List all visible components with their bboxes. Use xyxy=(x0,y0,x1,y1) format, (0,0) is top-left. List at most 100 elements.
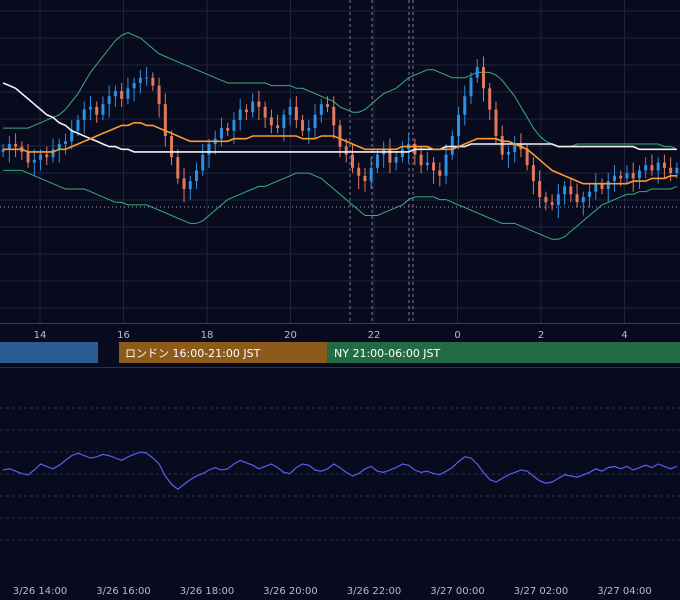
candle-body xyxy=(88,106,92,110)
top-tick-label: 4 xyxy=(621,330,627,341)
candle-body xyxy=(481,67,485,89)
candle-body xyxy=(39,154,43,160)
candle-body xyxy=(319,104,323,115)
candle-body xyxy=(32,159,36,163)
candlesticks xyxy=(1,56,679,219)
indicator-line xyxy=(2,451,678,490)
candle-body xyxy=(432,162,436,171)
candle-body xyxy=(138,77,142,83)
bottom-time-axis: 3/26 14:00 3/26 16:00 3/26 18:00 3/26 20:00… xyxy=(13,586,652,597)
session-tokyo xyxy=(0,342,98,363)
candle-body xyxy=(444,154,448,176)
indicator-grid xyxy=(0,407,680,541)
bottom-tick-label: 3/26 14:00 xyxy=(13,586,67,597)
top-time-axis: 14 16 18 20 22 0 2 4 xyxy=(34,330,628,341)
bottom-tick-label: 3/27 00:00 xyxy=(430,586,484,597)
candle-body xyxy=(263,106,267,118)
candle-body xyxy=(400,149,404,158)
top-tick-label: 22 xyxy=(368,330,381,341)
candle-body xyxy=(469,77,473,97)
candle-body xyxy=(594,183,598,192)
candle-body xyxy=(506,151,510,155)
candle-body xyxy=(145,77,149,79)
candle-body xyxy=(288,106,292,115)
candle-body xyxy=(251,101,255,113)
candle-body xyxy=(113,90,117,97)
candle-body xyxy=(76,120,80,131)
candle-body xyxy=(363,175,367,182)
candle-body xyxy=(675,167,679,174)
candle-body xyxy=(151,77,155,86)
candle-body xyxy=(7,143,11,150)
candle-body xyxy=(14,143,18,147)
candle-body xyxy=(70,130,74,142)
candle-body xyxy=(581,196,585,203)
candle-body xyxy=(644,165,648,171)
candle-body xyxy=(120,90,124,99)
candle-body xyxy=(606,181,610,189)
candle-body xyxy=(357,167,361,176)
candle-body xyxy=(238,109,242,121)
bottom-tick-label: 3/26 18:00 xyxy=(180,586,234,597)
session-ny xyxy=(327,342,680,363)
bottom-tick-label: 3/26 20:00 xyxy=(263,586,317,597)
bottom-tick-label: 3/27 02:00 xyxy=(514,586,568,597)
candle-body xyxy=(326,104,330,107)
candle-body xyxy=(26,151,30,163)
top-tick-label: 2 xyxy=(538,330,544,341)
candle-body xyxy=(232,120,236,131)
candle-body xyxy=(269,117,273,126)
candle-body xyxy=(556,194,560,205)
candle-body xyxy=(494,109,498,136)
candle-body xyxy=(650,165,654,171)
candle-body xyxy=(244,109,248,113)
candle-body xyxy=(344,146,348,155)
candle-body xyxy=(375,154,379,168)
top-tick-label: 0 xyxy=(454,330,460,341)
bottom-tick-label: 3/27 04:00 xyxy=(597,586,651,597)
ma-short-line xyxy=(3,122,677,185)
top-tick-label: 18 xyxy=(201,330,214,341)
candle-body xyxy=(45,154,49,158)
bottom-tick-label: 3/26 16:00 xyxy=(96,586,150,597)
axis-separator xyxy=(0,323,680,324)
candle-body xyxy=(513,143,517,152)
moving-averages xyxy=(2,82,677,185)
candle-body xyxy=(569,186,573,195)
candle-body xyxy=(226,128,230,131)
candle-body xyxy=(438,170,442,176)
candle-body xyxy=(332,106,336,126)
session-ny-label: NY 21:00-06:00 JST xyxy=(334,347,441,360)
candle-body xyxy=(282,114,286,129)
session-bar: ロンドン 16:00-21:00 JST NY 21:00-06:00 JST xyxy=(0,342,680,363)
candle-body xyxy=(588,191,592,197)
candle-body xyxy=(369,167,373,182)
candle-body xyxy=(575,194,579,203)
candle-body xyxy=(525,149,529,166)
candle-body xyxy=(182,178,186,189)
candle-body xyxy=(101,104,105,115)
candle-body xyxy=(625,173,629,179)
candle-body xyxy=(637,170,641,179)
indicator-panel xyxy=(2,451,678,490)
candle-body xyxy=(313,114,317,129)
candle-body xyxy=(563,186,567,195)
candle-body xyxy=(531,165,535,182)
candle-body xyxy=(126,88,130,99)
candle-body xyxy=(656,162,660,171)
candle-body xyxy=(488,88,492,110)
top-tick-label: 16 xyxy=(117,330,130,341)
candle-body xyxy=(457,114,461,136)
candle-body xyxy=(388,149,392,163)
candle-body xyxy=(201,154,205,171)
candle-body xyxy=(612,175,616,182)
bottom-tick-label: 3/26 22:00 xyxy=(347,586,401,597)
candle-body xyxy=(176,157,180,179)
indicator-separator xyxy=(0,367,680,368)
candle-body xyxy=(538,181,542,197)
candle-body xyxy=(600,183,604,189)
candle-body xyxy=(544,196,548,203)
candle-body xyxy=(195,170,199,182)
candle-body xyxy=(338,125,342,147)
candle-body xyxy=(619,175,623,179)
